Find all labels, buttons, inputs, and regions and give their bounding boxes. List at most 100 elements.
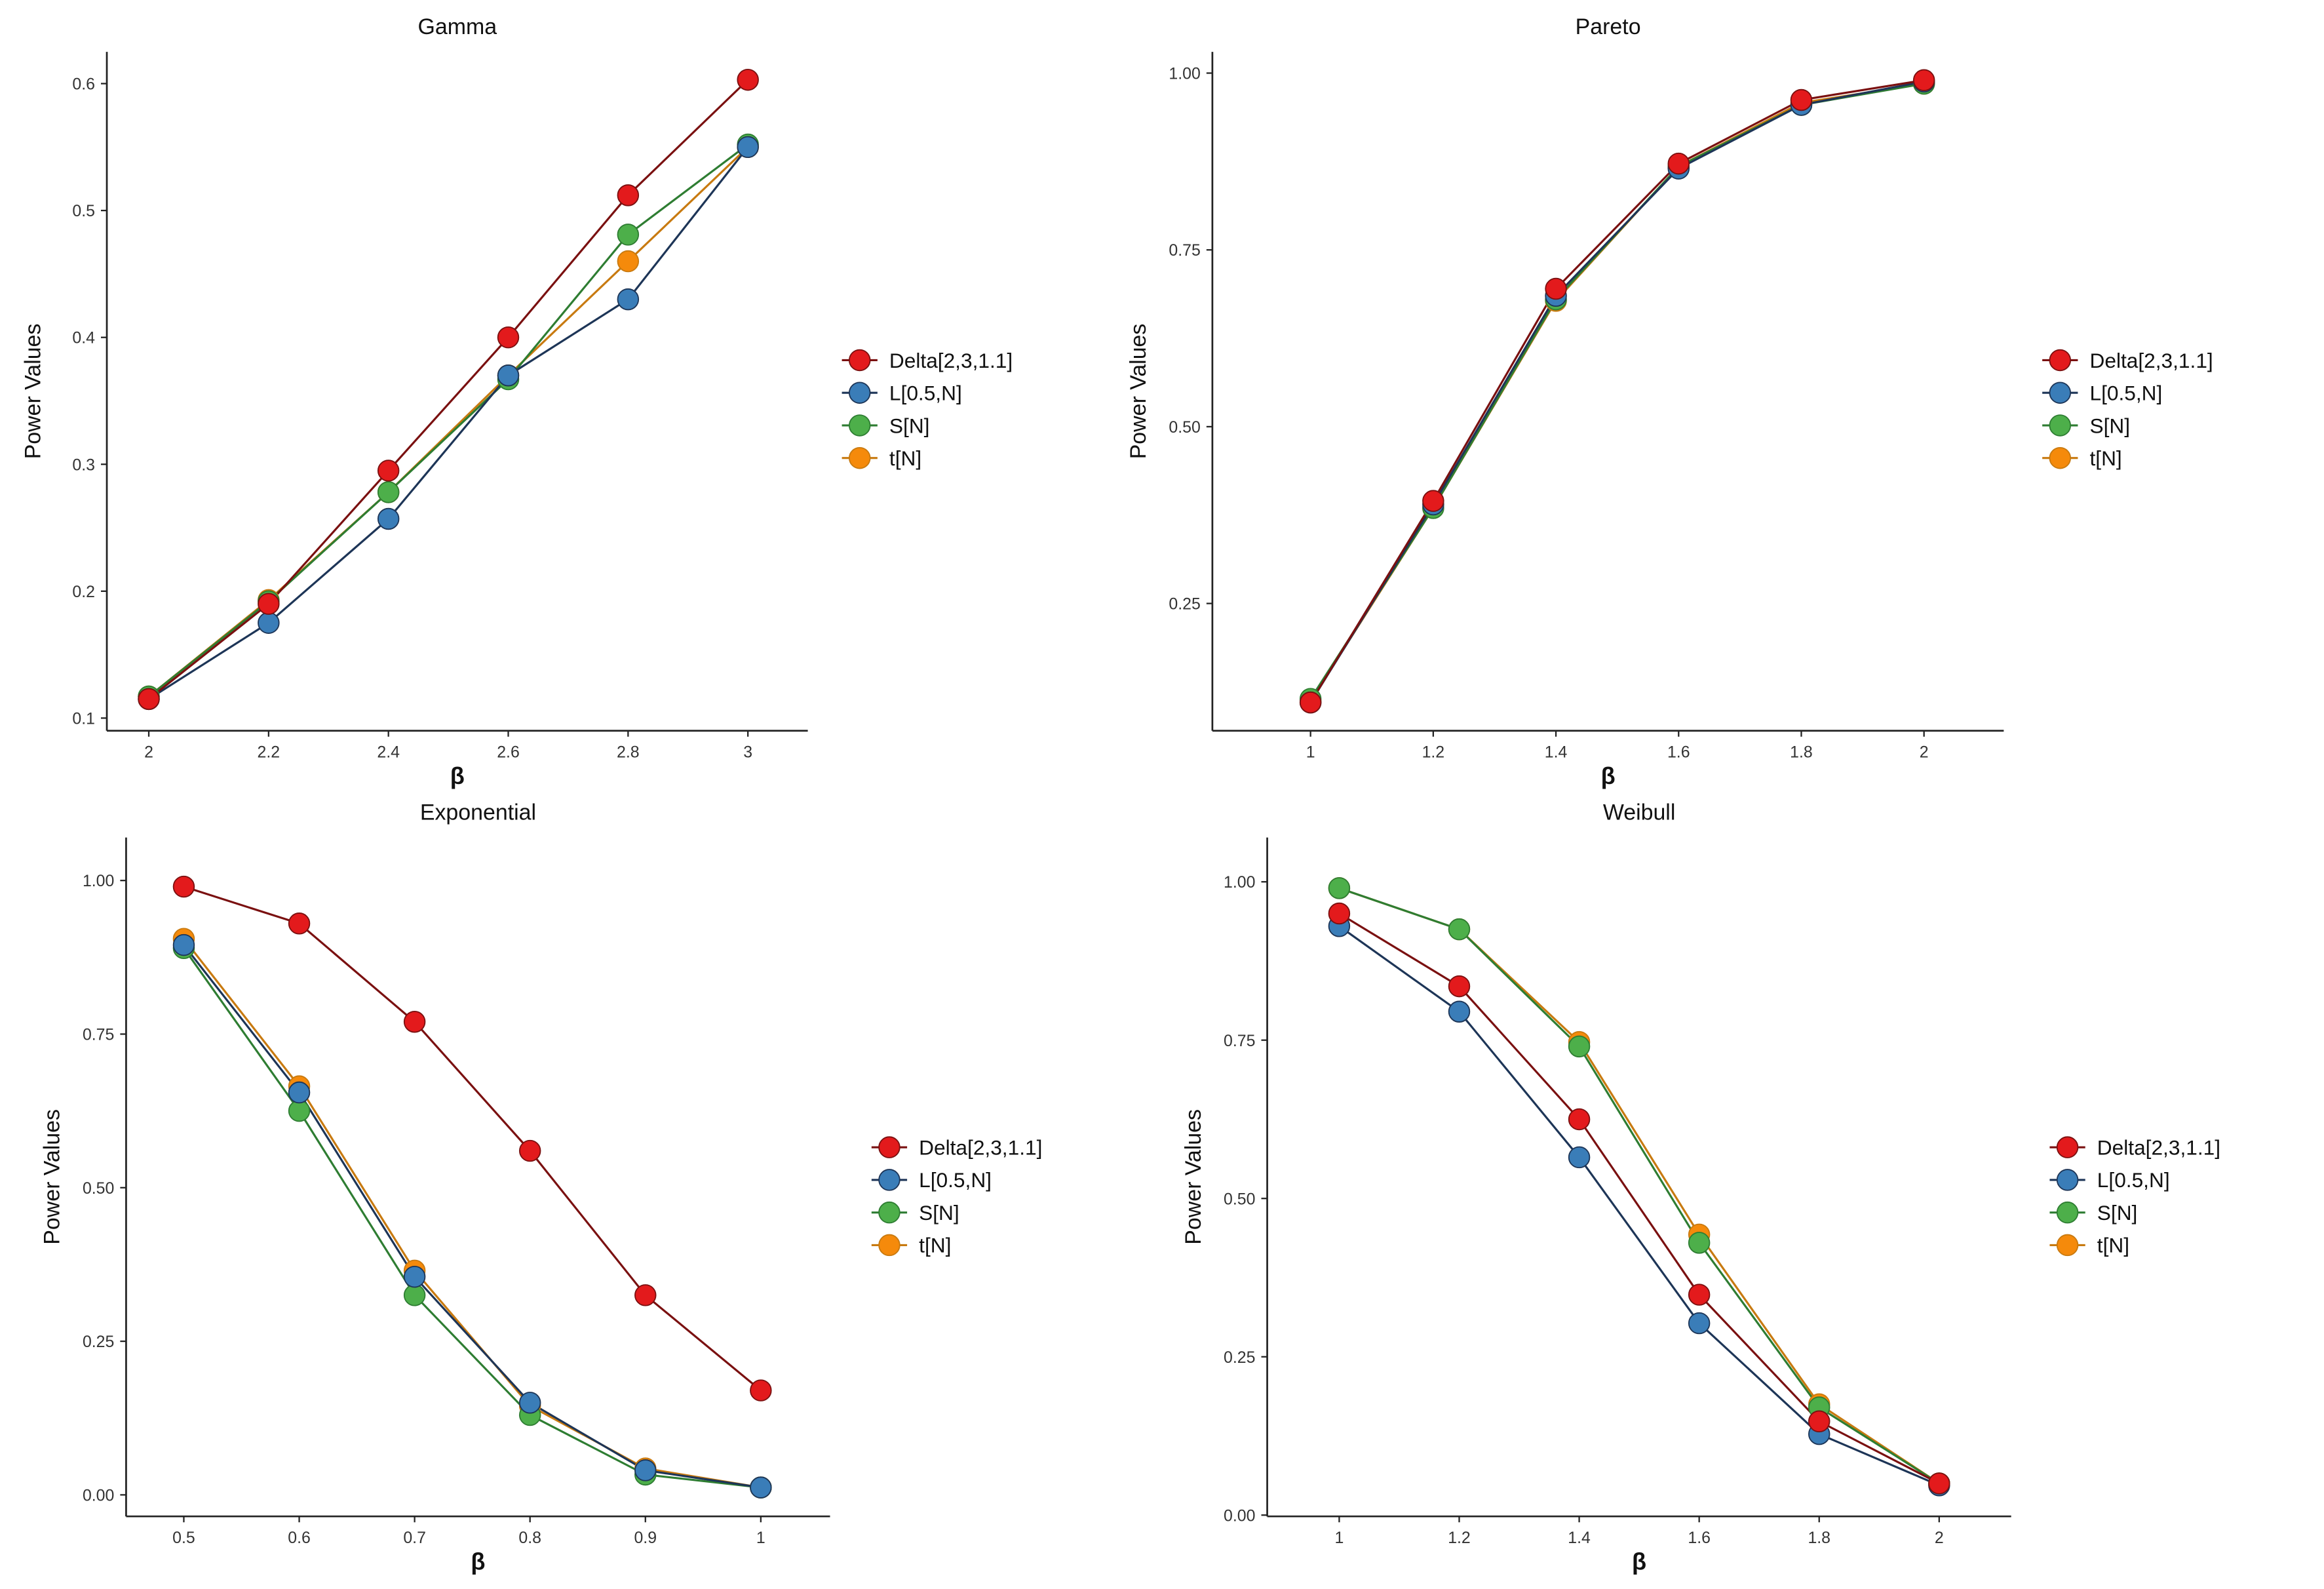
y-tick-label: 0.00 [83,1486,114,1504]
panel-gamma: Gamma 0.1 0.2 0.3 0.4 0.5 0.6 2 2.2 2.4 2.6 2.8 3 β Po… [20,14,1013,789]
legend-key-marker [2056,1234,2079,1257]
x-tick-label: 0.5 [172,1529,195,1547]
y-tick-label: 0.4 [72,329,95,347]
panel-weibull: Weibull 0.00 0.25 0.50 0.75 1.00 1 1.2 1.4 1.6 1.8… [1181,800,2220,1575]
x-tick-label: 3 [743,743,752,761]
data-point [1448,918,1471,941]
y-axis-label: Power Values [1181,1109,1206,1245]
x-tick-label: 0.7 [403,1529,426,1547]
legend-label: S[N] [2090,414,2131,437]
x-tick-label: 1.6 [1667,743,1690,761]
data-point [737,68,759,91]
x-tick-label: 2.2 [258,743,281,761]
y-axis-label: Power Values [20,324,45,460]
legend-key-marker [878,1136,901,1158]
series-line-2 [183,947,762,1489]
series-line-2 [1309,83,1924,700]
x-tick-label: 2.4 [377,743,400,761]
y-tick-label: 0.3 [72,456,95,474]
x-tick-label: 1.2 [1448,1529,1471,1547]
data-point [737,136,759,159]
x-tick-label: 1 [756,1529,765,1547]
legend-key-marker [2049,446,2072,469]
y-tick-label: 0.2 [72,583,95,601]
series-line-3 [1309,83,1924,702]
data-point [288,1081,311,1104]
y-tick-label: 0.50 [83,1179,114,1198]
x-tick-label: 0.8 [518,1529,541,1547]
data-point [403,1265,426,1288]
x-tick-label: 1 [1334,1529,1344,1547]
y-tick-label: 0.25 [1224,1348,1255,1367]
data-point [518,1139,541,1162]
y-tick-label: 0.5 [72,202,95,220]
data-point [172,933,195,956]
legend-key-marker [2049,414,2072,437]
series-line-0 [1338,912,1940,1485]
legend-key-marker [878,1169,901,1191]
x-axis-label: β [450,762,465,789]
data-point [1448,975,1471,998]
legend-key-marker [2056,1169,2079,1191]
panel-exponential: Exponential 0.00 0.25 0.50 0.75 1.00 0.5 0.6 0.7… [40,800,1043,1575]
x-tick-label: 2 [1935,1529,1944,1547]
y-tick-label: 0.75 [1169,241,1200,260]
legend-key-marker [848,382,871,404]
data-point [1299,691,1322,714]
y-tick-label: 0.75 [1224,1032,1255,1050]
data-point [1448,1000,1471,1023]
chart-title: Pareto [1576,14,1641,39]
x-axis-label: β [1632,1548,1646,1575]
legend-label: t[N] [2097,1234,2129,1257]
legend-key-marker [848,446,871,469]
data-point [1808,1410,1830,1433]
x-tick-label: 1.4 [1545,743,1568,761]
series-line-0 [1309,79,1924,703]
data-point [258,612,280,634]
series-line-0 [183,886,762,1392]
data-point [403,1011,426,1033]
y-tick-label: 0.50 [1224,1190,1255,1208]
series-line-3 [1338,887,1940,1485]
series-line-2 [148,144,749,697]
x-tick-label: 0.6 [288,1529,311,1547]
data-point [377,460,400,482]
y-tick-label: 0.1 [72,709,95,728]
x-tick-label: 1.8 [1790,743,1813,761]
data-point [377,507,400,530]
data-point [518,1392,541,1414]
x-tick-label: 1 [1306,743,1315,761]
legend-label: t[N] [2090,446,2122,470]
series-line-1 [183,944,762,1489]
data-point [288,1099,311,1122]
data-point [617,224,640,246]
data-point [617,184,640,206]
legend-key-marker [2049,382,2072,404]
data-point [1328,877,1351,899]
data-point [1667,152,1690,175]
y-tick-label: 0.6 [72,75,95,94]
data-point [617,250,640,273]
y-tick-label: 1.00 [83,872,114,890]
y-tick-label: 0.00 [1224,1506,1255,1525]
y-axis-label: Power Values [40,1109,65,1245]
legend-label: L[0.5,N] [2097,1168,2170,1192]
data-point [1422,490,1444,512]
series-line-3 [148,146,749,697]
x-axis-label: β [471,1548,485,1575]
x-tick-label: 0.9 [634,1529,657,1547]
legend-key-marker [848,349,871,372]
data-point [497,326,520,349]
y-tick-label: 0.25 [1169,595,1200,614]
data-point [138,688,160,711]
x-tick-label: 1.2 [1422,743,1445,761]
legend-key-marker [848,414,871,437]
y-tick-label: 0.50 [1169,418,1200,437]
legend-label: L[0.5,N] [2090,382,2163,405]
x-tick-label: 1.8 [1808,1529,1830,1547]
data-point [1912,69,1935,92]
chart-title: Exponential [420,800,536,825]
x-tick-label: 2 [1920,743,1929,761]
legend-label: S[N] [2097,1201,2138,1225]
data-point [617,288,640,311]
